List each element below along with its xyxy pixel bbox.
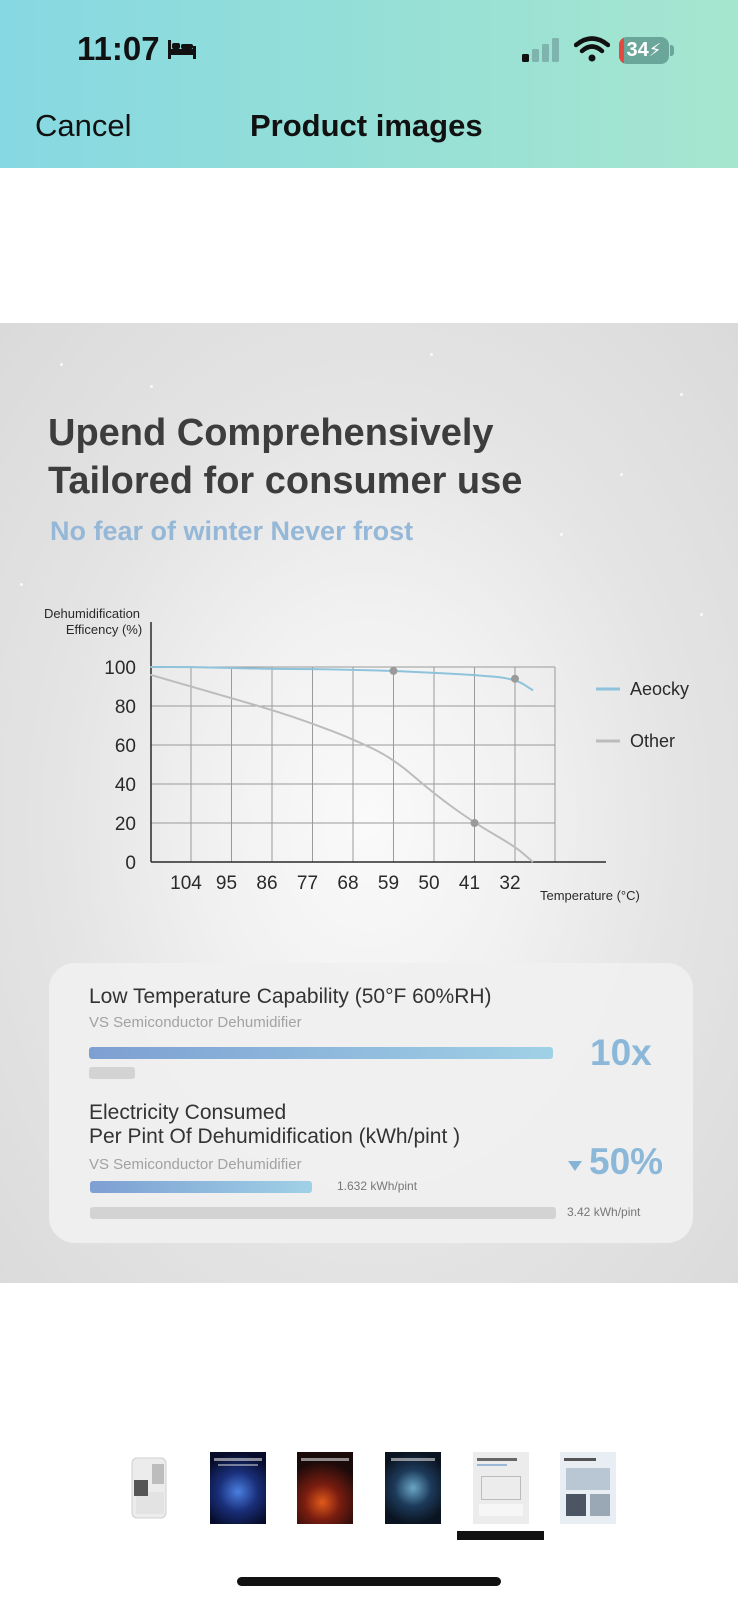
x-axis-title: Temperature (°C) [540, 888, 640, 903]
top-bar: 11:07 34⚡ Cancel Product images [0, 0, 738, 168]
thumbnail-3[interactable] [297, 1452, 353, 1524]
headline-line-2: Tailored for consumer use [48, 460, 523, 502]
battery-cap [670, 45, 674, 56]
snow-speck [620, 473, 623, 476]
legend-label-aeocky: Aeocky [630, 679, 689, 699]
electricity-subtitle: VS Semiconductor Dehumidifier [89, 1156, 302, 1173]
series-line-aeocky [150, 666, 534, 692]
battery-icon: 34⚡ [619, 37, 669, 64]
electricity-aeocky-value: 1.632 kWh/pint [337, 1179, 418, 1193]
capability-bar-other [89, 1067, 136, 1079]
snow-speck [430, 353, 433, 356]
snow-speck [60, 363, 63, 366]
home-indicator[interactable] [237, 1577, 501, 1586]
x-tick-label: 77 [297, 873, 318, 894]
signal-icon [522, 38, 559, 62]
snow-speck [680, 393, 683, 396]
x-tick-label: 68 [337, 873, 358, 894]
y-axis-title-line-1: Dehumidification [44, 606, 140, 621]
x-tick-label: 95 [216, 873, 237, 894]
series-line-other [150, 673, 534, 863]
dehumidifier-thumbnail-icon [131, 1457, 167, 1519]
thumbnail-4[interactable] [385, 1452, 441, 1524]
capability-subtitle: VS Semiconductor Dehumidifier [89, 1014, 302, 1031]
thumbnail-2[interactable] [210, 1452, 266, 1524]
thumbnail-6[interactable] [560, 1452, 616, 1524]
wifi-icon [574, 36, 610, 62]
series-marker-aeocky [389, 666, 398, 675]
series-marker-other [470, 819, 479, 827]
bed-icon [168, 40, 196, 59]
x-tick-label: 86 [256, 873, 277, 894]
electricity-bar-aeocky [90, 1181, 313, 1193]
y-tick-label: 40 [115, 775, 136, 796]
y-tick-label: 80 [115, 697, 136, 718]
subheadline: No fear of winter Never frost [50, 516, 414, 546]
thumbnail-5-selected[interactable] [473, 1452, 529, 1524]
thumbnail-1[interactable] [122, 1452, 178, 1524]
efficiency-chart: Dehumidification Efficency (%) Temperatu… [44, 606, 689, 903]
comparison-card: Low Temperature Capability (50°F 60%RH) … [49, 963, 693, 1243]
snow-speck [150, 385, 153, 388]
legend-label-other: Other [630, 731, 675, 751]
cancel-button[interactable]: Cancel [35, 108, 132, 143]
x-tick-label: 59 [378, 873, 399, 894]
selected-thumbnail-indicator [457, 1531, 544, 1540]
y-tick-label: 100 [104, 658, 136, 679]
chart-legend: Aeocky Other [596, 679, 689, 751]
headline-line-1: Upend Comprehensively [48, 412, 494, 454]
capability-title: Low Temperature Capability (50°F 60%RH) [89, 985, 492, 1008]
chart-series [150, 666, 534, 863]
status-time: 11:07 [77, 30, 160, 67]
electricity-title-line-2: Per Pint Of Dehumidification (kWh/pint ) [89, 1125, 461, 1148]
y-tick-label: 20 [115, 814, 136, 835]
snow-speck [560, 533, 563, 536]
page-title: Product images [250, 108, 483, 143]
y-axis-title-line-2: Efficency (%) [66, 622, 142, 637]
x-tick-label: 50 [418, 873, 439, 894]
electricity-value: 50% [589, 1141, 664, 1182]
snow-speck [20, 583, 23, 586]
electricity-bar-other [90, 1207, 556, 1219]
series-marker-aeocky [511, 674, 519, 683]
chart-ticks: 100 80 60 40 20 0 104 95 86 77 68 59 50 41 32 [104, 658, 520, 894]
snow-speck [700, 613, 703, 616]
battery-level: 34 [626, 39, 649, 61]
y-tick-label: 0 [125, 853, 136, 874]
product-image[interactable]: Upend Comprehensively Tailored for consu… [0, 323, 738, 1283]
x-tick-label: 41 [459, 873, 480, 894]
electricity-other-value: 3.42 kWh/pint [567, 1205, 641, 1219]
x-tick-label: 32 [499, 873, 520, 894]
y-tick-label: 60 [115, 736, 136, 757]
electricity-title-line-1: Electricity Consumed [89, 1101, 287, 1124]
down-arrow-icon [568, 1161, 582, 1171]
electricity-title: Electricity Consumed Per Pint Of Dehumid… [89, 1101, 559, 1149]
battery-low-segment [619, 37, 624, 64]
capability-bar-aeocky [89, 1047, 553, 1059]
capability-value: 10x [590, 1032, 652, 1073]
chart-grid [150, 622, 606, 863]
charging-bolt-icon: ⚡ [648, 40, 662, 60]
headline: Upend Comprehensively Tailored for consu… [48, 409, 688, 505]
x-tick-label: 104 [170, 873, 202, 894]
